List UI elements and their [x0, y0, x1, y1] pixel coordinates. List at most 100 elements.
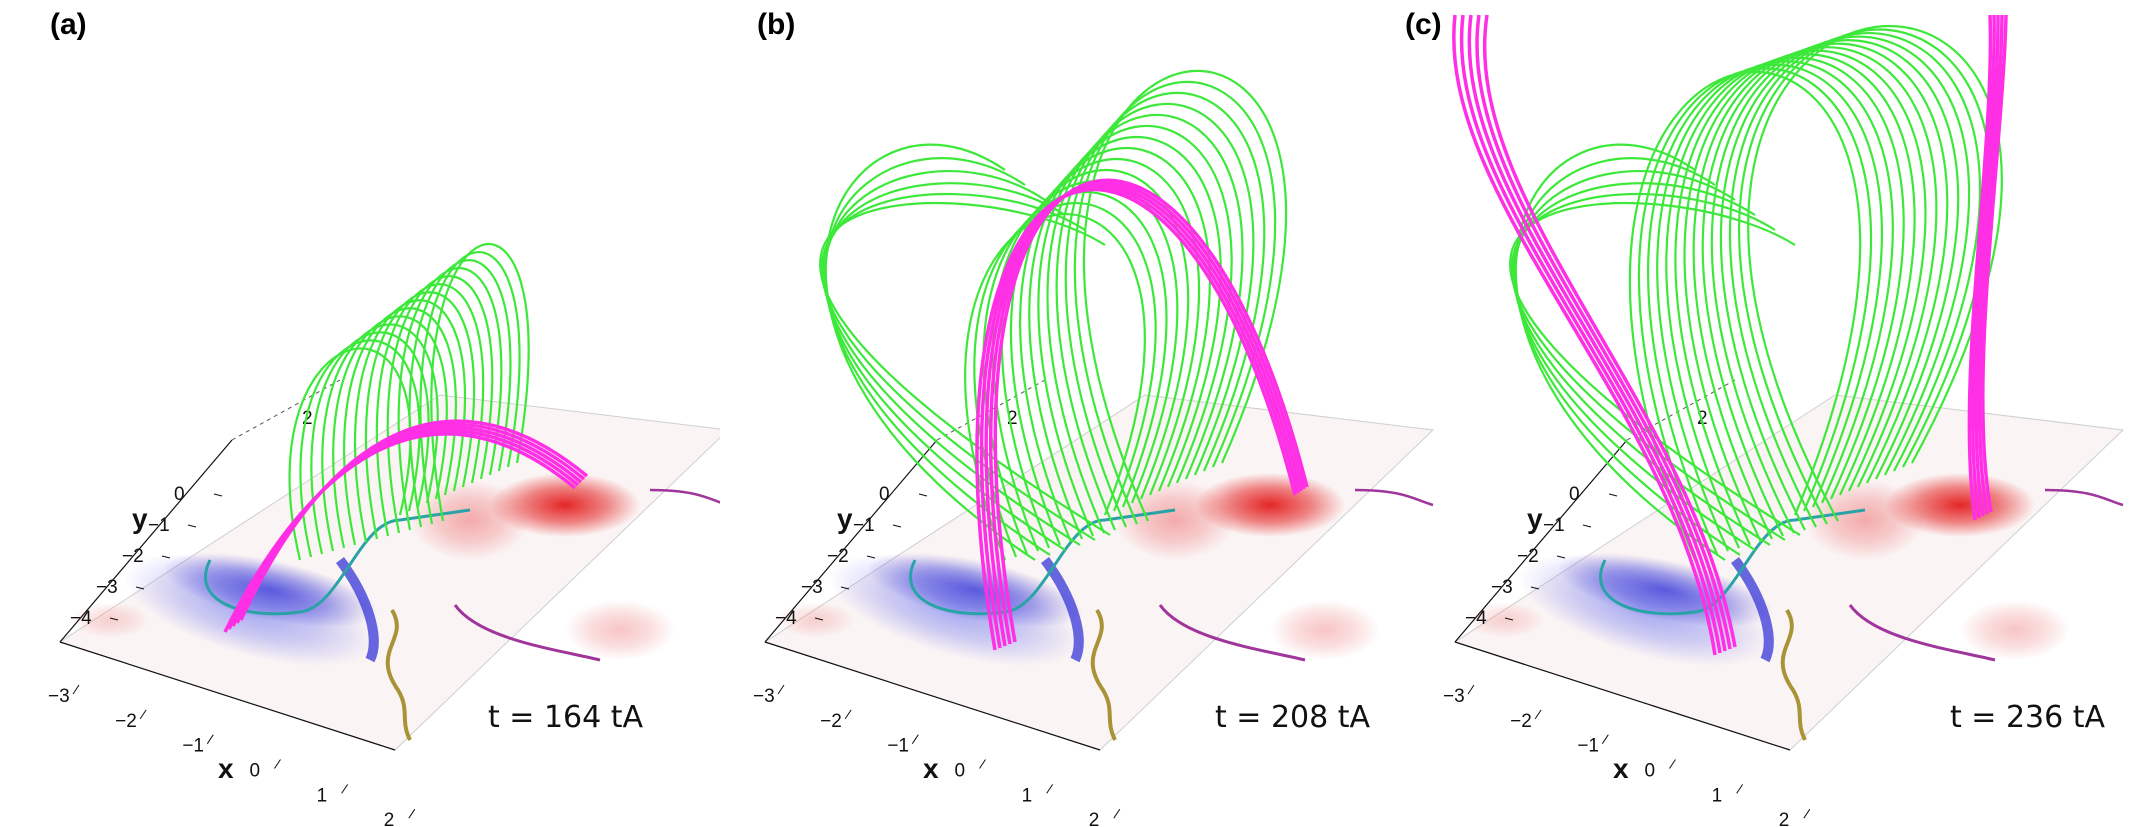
arcade-line	[310, 331, 430, 555]
arcade-line	[973, 202, 1157, 558]
pil-olive	[1090, 608, 1117, 741]
flux-rope-strand	[1475, 14, 1732, 650]
arcade-line	[1073, 80, 1277, 525]
positive-polarity-faint	[1465, 602, 1545, 638]
pil-purple	[1848, 604, 1996, 662]
panel-b: (b) −3 −2 −1 0 1 2 0 −1 −2 −3 −4 2 x y t = 208 tA	[705, 0, 1435, 827]
arcade-field-lines	[288, 243, 530, 561]
x-axis-label: x	[923, 753, 939, 784]
x-tick-mark	[72, 684, 80, 695]
x-tick-mark	[341, 784, 349, 794]
flux-rope-strand	[1977, 14, 2004, 515]
positive-polarity-faint	[775, 602, 855, 638]
y-tick-mark	[1556, 555, 1566, 559]
positive-polarity-faint	[1960, 600, 2070, 660]
pil-cyan	[204, 508, 471, 616]
pil-olive	[1780, 608, 1807, 741]
negative-polarity-ribbon	[1040, 557, 1084, 663]
flux-rope-strand	[1974, 14, 2000, 517]
time-label: t = 236 tA	[1950, 700, 2106, 735]
panel-a: (a) −3 −2 −1 0 1 2 0 −1 −2 −3 −4 2 x y t = 164 tA	[0, 0, 720, 827]
arcade-line	[397, 267, 503, 531]
positive-polarity-faint	[1270, 600, 1380, 660]
panel-label: (a)	[50, 8, 87, 41]
x-tick-mark	[844, 709, 852, 720]
x-tick-mark	[206, 734, 214, 744]
flux-rope-strand	[1971, 14, 1996, 519]
x-tick-mark	[777, 684, 785, 695]
y-tick-label: −1	[148, 515, 170, 536]
y-tick-label: 0	[1569, 484, 1580, 505]
y-tick-mark	[187, 524, 197, 528]
x-axis-line	[59, 641, 396, 751]
y-tick-label: −4	[775, 608, 797, 629]
y-tick-label: −1	[853, 515, 875, 536]
y-axis-line	[764, 439, 938, 643]
x-axis-label: x	[1613, 753, 1629, 784]
y-tick-mark	[213, 493, 223, 497]
y-tick-mark	[135, 586, 145, 590]
x-tick-label: 0	[249, 761, 260, 782]
flux-rope-strand	[1452, 14, 1717, 656]
z-tick-label: 2	[1697, 408, 1708, 429]
flux-rope	[975, 178, 1309, 651]
y-tick-label: −2	[1517, 546, 1539, 567]
x-tick-label: 1	[1712, 785, 1723, 806]
x-tick-mark	[979, 759, 986, 769]
positive-polarity-region	[490, 473, 640, 537]
arcade-line	[430, 243, 530, 522]
y-tick-label: −2	[827, 546, 849, 567]
x-tick-label: 2	[384, 810, 395, 827]
arcade-line	[1082, 69, 1288, 522]
y-tick-mark	[109, 617, 119, 621]
flux-rope-strand	[1967, 14, 1993, 521]
positive-polarity-faint	[565, 600, 675, 660]
x-tick-label: −2	[115, 711, 137, 732]
x-tick-mark	[1601, 734, 1609, 744]
arcade-line	[1064, 91, 1266, 528]
x-tick-mark	[139, 709, 147, 720]
x-tick-label: −1	[887, 736, 909, 757]
x-tick-mark	[408, 808, 416, 819]
arcade-line	[408, 259, 512, 528]
y-tick-mark	[161, 555, 171, 559]
y-tick-mark	[892, 524, 902, 528]
y-tick-label: 0	[879, 484, 890, 505]
arcade-line	[1055, 102, 1255, 531]
arcade-line	[1028, 135, 1222, 540]
flux-rope-strand	[1467, 14, 1727, 652]
x-tick-label: −3	[753, 686, 775, 707]
x-tick-label: 1	[1022, 785, 1033, 806]
y-tick-label: −3	[96, 577, 118, 598]
x-tick-label: 1	[317, 785, 328, 806]
panel-label: (c)	[1405, 8, 1442, 41]
x-tick-mark	[1669, 759, 1676, 769]
z-tick-label: 2	[302, 408, 313, 429]
flux-rope-strand	[1981, 14, 2008, 513]
x-axis-line	[764, 641, 1101, 751]
x-tick-mark	[274, 759, 281, 769]
y-axis-label: y	[132, 503, 148, 534]
positive-polarity-region	[1195, 473, 1345, 537]
x-tick-mark	[1113, 808, 1121, 819]
y-axis-label: y	[837, 503, 853, 534]
y-tick-mark	[814, 617, 824, 621]
negative-polarity-ribbon	[335, 557, 379, 663]
arcade-line	[1728, 32, 1982, 528]
flux-rope-strand	[993, 178, 1309, 643]
arcade-loop	[819, 201, 1111, 536]
x-tick-label: 2	[1089, 810, 1100, 827]
arcade-line	[321, 323, 439, 552]
x-tick-label: −2	[820, 711, 842, 732]
x-tick-mark	[1467, 684, 1475, 695]
x-axis-label: x	[218, 753, 234, 784]
y-tick-label: −4	[1465, 608, 1487, 629]
